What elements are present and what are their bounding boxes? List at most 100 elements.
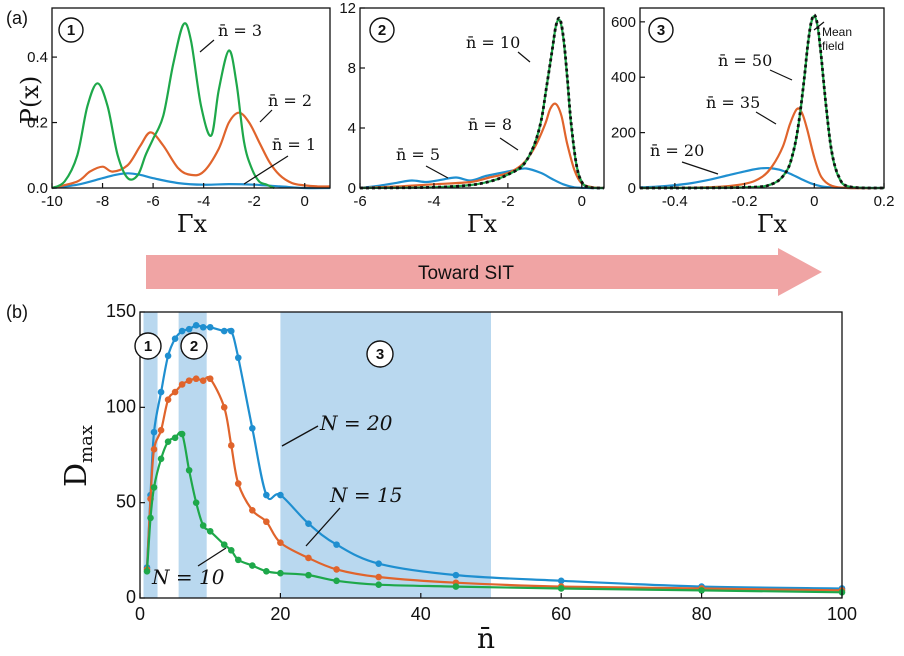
data-point <box>199 377 207 384</box>
leader-N20 <box>281 425 319 447</box>
y-tick-label: 0 <box>628 180 636 197</box>
region-2 <box>178 312 207 598</box>
x-tick-label: -0.2 <box>732 193 758 210</box>
leader-N10 <box>197 547 227 567</box>
label-N15: N = 15 <box>329 483 402 507</box>
data-point <box>206 323 214 331</box>
toward-sit-label: Toward SIT <box>418 263 514 284</box>
label-N10: N = 10 <box>151 565 225 589</box>
data-point <box>171 434 179 442</box>
data-point <box>277 569 284 577</box>
series-line-0 <box>359 167 605 190</box>
series-line-1 <box>639 107 885 190</box>
data-point <box>305 554 312 562</box>
x-axis-label: Γx <box>177 210 208 238</box>
region-marker-b3-label: 3 <box>376 346 384 363</box>
toward-sit-arrow <box>146 248 822 296</box>
data-point <box>199 323 207 331</box>
data-point <box>185 325 193 333</box>
data-point <box>164 438 172 445</box>
data-point <box>206 375 214 383</box>
data-point <box>234 354 242 362</box>
data-point <box>192 375 200 383</box>
data-point <box>178 327 186 335</box>
data-point <box>263 491 270 499</box>
leader-n5 <box>425 165 449 179</box>
region-marker-b3: 3 <box>366 340 394 368</box>
data-point <box>157 455 165 463</box>
data-point <box>147 514 154 522</box>
y-axis-label-sub: max <box>76 425 97 463</box>
x-tick-label: -6 <box>146 193 159 210</box>
label-mean-field-2: field <box>822 39 844 53</box>
series-line-0 <box>145 324 843 590</box>
series-line-2 <box>639 15 885 190</box>
region-marker-b1: 1 <box>134 332 162 360</box>
label-n5: n̄ = 5 <box>396 145 440 164</box>
series-line-1 <box>359 102 605 190</box>
panel-a2: -6 -4 -2 0 0 4 8 12 Γx 2 n̄ = 10 n̄ = 8 n̄ = 5 <box>339 0 605 238</box>
y-axis-label: Dmax <box>59 425 97 487</box>
x-tick-label: 0 <box>301 193 309 210</box>
axes-frame <box>359 7 605 189</box>
data-point <box>171 388 179 396</box>
panel-label-a: (a) <box>6 8 28 28</box>
label-n8: n̄ = 8 <box>468 115 512 134</box>
data-point <box>199 522 207 529</box>
data-point <box>178 430 186 438</box>
label-n2: n̄ = 2 <box>268 91 312 110</box>
data-point <box>157 388 165 396</box>
data-point <box>263 518 270 526</box>
data-point <box>150 428 158 436</box>
x-tick-label: -8 <box>96 193 109 210</box>
label-n20: n̄ = 20 <box>650 141 704 160</box>
leader-n20 <box>681 161 719 175</box>
region-marker-3: 3 <box>648 17 674 43</box>
panel-a1: -10 -8 -6 -4 -2 0 0.0 0.2 0.4 Γx P(x) 1 n̄ = 3 n̄ = 2… <box>16 7 331 238</box>
x-tick-label: -2 <box>501 193 514 210</box>
leader-n2 <box>259 109 273 123</box>
x-axis-label: Γx <box>467 210 498 238</box>
series-line-3 <box>639 13 885 190</box>
y-tick-label: 12 <box>339 0 356 17</box>
x-tick-label: -4 <box>427 193 440 210</box>
leader-n8 <box>499 137 519 151</box>
y-tick-label: 0.2 <box>27 115 48 132</box>
data-point <box>178 381 186 388</box>
data-point <box>277 539 284 547</box>
data-point <box>249 506 256 514</box>
data-point <box>220 327 228 335</box>
y-tick-label: 150 <box>106 301 136 321</box>
series-line-2 <box>51 22 275 190</box>
axes-frame <box>51 7 331 189</box>
data-point <box>157 426 165 434</box>
label-N20: N = 20 <box>319 411 393 435</box>
leader-n3 <box>199 39 215 53</box>
x-tick-label: 100 <box>827 604 857 624</box>
x-tick-label: 80 <box>692 604 712 624</box>
x-axis-label: n̄ <box>477 622 495 655</box>
region-marker-b1-label: 1 <box>144 338 152 355</box>
data-point <box>150 445 158 453</box>
x-tick-label: 0.2 <box>874 193 895 210</box>
data-point <box>375 573 382 581</box>
x-tick-label: 40 <box>411 604 431 624</box>
region-marker-1: 1 <box>58 17 84 43</box>
y-tick-label: 0.0 <box>27 180 48 197</box>
data-point <box>375 581 382 588</box>
x-tick-label: -2 <box>248 193 261 210</box>
data-point <box>150 484 158 491</box>
data-point <box>220 404 228 411</box>
data-point <box>227 327 235 335</box>
label-n35: n̄ = 35 <box>706 93 760 112</box>
series-line-3 <box>359 16 605 190</box>
data-point <box>185 466 193 474</box>
data-point <box>557 585 565 592</box>
data-point <box>227 547 235 554</box>
x-tick-label: -6 <box>353 193 366 210</box>
series-line-1 <box>145 376 843 592</box>
leader-n50 <box>769 69 793 81</box>
x-tick-label: 60 <box>551 604 571 624</box>
region-marker-1-circle <box>58 17 84 43</box>
